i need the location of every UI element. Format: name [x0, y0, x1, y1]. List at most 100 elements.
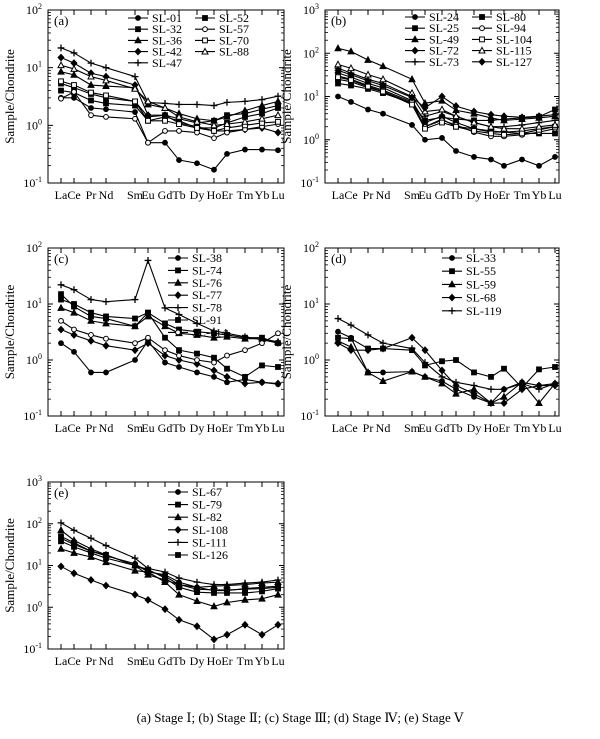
- legend-entry: SL-88: [195, 45, 249, 59]
- x-tick-label: Sm: [127, 654, 144, 668]
- data-point: [58, 533, 64, 540]
- legend-marker: [174, 512, 182, 521]
- x-tick-label: Tb: [449, 421, 462, 435]
- data-point: [57, 544, 65, 552]
- data-point: [224, 150, 230, 157]
- data-point: [210, 121, 218, 129]
- data-point: [57, 67, 65, 75]
- y-axis-label: Sample/Chondrite: [279, 284, 294, 379]
- data-point: [439, 358, 445, 365]
- data-point: [241, 580, 249, 588]
- data-point: [422, 136, 428, 143]
- data-point: [102, 581, 110, 590]
- data-point: [211, 359, 217, 366]
- x-tick-label: Yb: [532, 421, 547, 435]
- data-point: [334, 339, 342, 348]
- legend-label: SL-36: [152, 33, 182, 47]
- y-tick-label: 102: [26, 2, 42, 17]
- legend-label: SL-111: [192, 535, 227, 549]
- x-tick-label: Ce: [67, 188, 80, 202]
- data-point: [58, 296, 64, 303]
- y-tick-label: 100: [26, 352, 42, 367]
- legend-label: SL-88: [219, 45, 249, 59]
- series-sl-114: [58, 317, 281, 366]
- legend-marker: [202, 26, 208, 33]
- data-point: [131, 84, 139, 92]
- x-tick-label: Eu: [141, 188, 154, 202]
- y-tick-label: 102: [303, 240, 319, 255]
- data-point: [380, 110, 386, 117]
- data-point: [87, 576, 95, 584]
- data-point: [519, 156, 525, 163]
- legend-label: SL-42: [152, 45, 182, 59]
- data-point: [487, 110, 495, 119]
- legend-label: SL-127: [496, 55, 532, 69]
- legend-label: SL-73: [429, 55, 459, 69]
- x-tick-label: Tm: [237, 421, 254, 435]
- legend-entry: SL-24: [405, 10, 459, 24]
- data-point: [57, 44, 65, 52]
- x-tick-label: Tb: [172, 654, 185, 668]
- data-point: [175, 101, 183, 108]
- legend-entry: SL-25: [405, 21, 459, 35]
- data-point: [535, 112, 543, 121]
- data-point: [57, 519, 65, 527]
- data-point: [102, 550, 110, 558]
- data-point: [87, 544, 95, 552]
- data-point: [223, 98, 231, 106]
- legend-label: SL-47: [152, 56, 182, 70]
- data-point: [71, 88, 77, 95]
- data-point: [132, 98, 138, 105]
- data-point: [70, 64, 78, 72]
- data-point: [552, 154, 558, 160]
- data-point: [70, 49, 78, 57]
- legend-label: SL-68: [466, 291, 496, 305]
- data-point: [470, 389, 478, 398]
- x-tick-label: Gd: [435, 188, 450, 202]
- legend-marker: [134, 47, 142, 56]
- data-point: [145, 334, 151, 341]
- y-tick-label: 102: [26, 516, 42, 531]
- data-point: [422, 125, 428, 132]
- y-tick-label: 102: [303, 45, 319, 60]
- x-tick-label: Dy: [190, 188, 205, 202]
- data-point: [488, 156, 494, 163]
- data-point: [102, 81, 110, 89]
- data-point: [175, 311, 183, 318]
- data-point: [193, 101, 201, 108]
- data-point: [259, 585, 265, 592]
- data-point: [194, 357, 200, 363]
- data-point: [87, 316, 95, 324]
- legend-marker: [478, 57, 486, 66]
- data-point: [132, 109, 138, 115]
- series-sl-88: [57, 61, 282, 129]
- x-tick-label: Yb: [255, 421, 270, 435]
- x-tick-label: Yb: [255, 654, 270, 668]
- data-point: [223, 581, 231, 589]
- series-sl-24: [335, 93, 558, 169]
- data-point: [57, 303, 65, 311]
- data-point: [223, 598, 231, 606]
- data-point: [88, 89, 94, 96]
- data-point: [194, 369, 200, 376]
- x-tick-label: Ho: [484, 421, 499, 435]
- data-point: [409, 101, 415, 108]
- data-point: [380, 369, 386, 376]
- data-point: [71, 326, 77, 333]
- data-point: [518, 124, 526, 132]
- legend-label: SL-119: [466, 304, 502, 318]
- legend-label: SL-104: [496, 32, 532, 46]
- legend-marker: [412, 14, 418, 20]
- legend-label: SL-82: [192, 510, 222, 524]
- data-point: [242, 146, 248, 153]
- data-point: [536, 366, 542, 373]
- x-tick-label: Lu: [271, 421, 284, 435]
- data-point: [224, 112, 230, 119]
- data-point: [438, 373, 446, 381]
- data-point: [259, 146, 265, 153]
- data-point: [103, 92, 109, 99]
- data-point: [274, 379, 282, 388]
- data-point: [470, 382, 478, 389]
- x-tick-label: Nd: [99, 188, 114, 202]
- data-point: [380, 88, 386, 95]
